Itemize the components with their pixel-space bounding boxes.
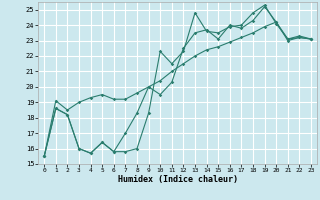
X-axis label: Humidex (Indice chaleur): Humidex (Indice chaleur) (118, 175, 238, 184)
